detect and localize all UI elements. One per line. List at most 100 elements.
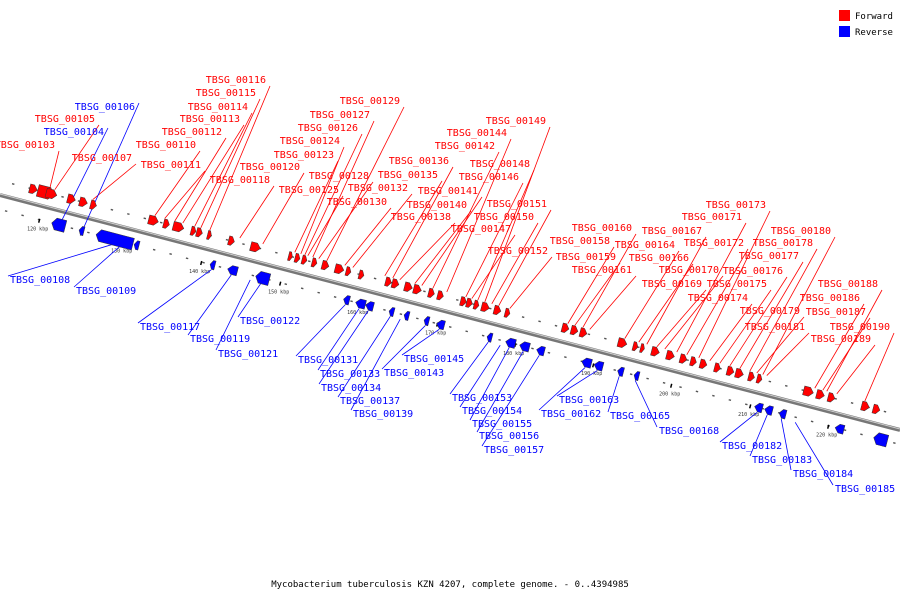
leader-line — [709, 303, 753, 361]
kbp-tick-label: 150 kbp — [268, 289, 289, 295]
kbp-tick-label: 210 kbp — [738, 412, 759, 418]
leader-line — [312, 120, 375, 258]
leader-line — [262, 172, 305, 245]
gene-label: TBSG_00171 — [682, 212, 742, 223]
kbp-tick-label: 160 kbp — [347, 310, 368, 316]
leader-line — [304, 133, 363, 256]
leader-line — [498, 209, 552, 306]
kbp-tick-label: 130 kbp — [111, 248, 132, 254]
gene-arrow — [815, 389, 825, 400]
leader-line — [295, 304, 346, 357]
gene-arrow — [293, 252, 301, 263]
forward-gene — [300, 254, 308, 265]
strand-tick — [784, 384, 788, 387]
reverse-gene — [209, 260, 217, 271]
strand-tick — [317, 291, 320, 294]
forward-gene — [639, 343, 645, 353]
gene-arrow — [678, 353, 688, 364]
reverse-gene — [343, 295, 351, 306]
forward-gene — [412, 283, 422, 295]
gene-arrow — [189, 225, 197, 236]
strand-tick — [695, 390, 699, 393]
gene-arrow — [617, 366, 625, 377]
leader-line — [73, 245, 121, 288]
gene-label: TBSG_00190 — [830, 322, 890, 333]
leader-line — [749, 414, 768, 457]
gene-arrow — [344, 266, 352, 277]
gene-arrow — [665, 349, 675, 361]
forward-gene — [616, 337, 628, 348]
leader-line — [392, 166, 454, 279]
leader-line — [766, 332, 810, 376]
strand-tick — [423, 290, 426, 293]
strand-tick — [554, 324, 558, 327]
forward-gene — [802, 385, 814, 397]
gene-arrow — [802, 385, 814, 397]
leader-line — [509, 256, 553, 309]
reverse-gene — [388, 307, 396, 317]
leader-line — [384, 180, 443, 277]
forward-gene — [171, 221, 185, 233]
forward-gene — [320, 259, 330, 271]
gene-label: TBSG_00156 — [479, 431, 539, 442]
leader-line — [337, 316, 391, 398]
leader-line — [239, 185, 275, 239]
gene-label: TBSG_00113 — [180, 114, 240, 125]
gene-arrow — [536, 345, 546, 357]
gene-arrow — [320, 259, 330, 271]
leader-line — [401, 328, 440, 356]
gene-arrow — [66, 193, 76, 204]
gene-arrow — [871, 403, 881, 415]
gene-label: TBSG_00106 — [75, 102, 135, 113]
strand-tick — [218, 265, 222, 268]
gene-arrow — [616, 337, 628, 348]
major-tick — [278, 281, 282, 286]
gene-arrow — [89, 199, 97, 210]
forward-gene — [344, 266, 352, 277]
gene-arrow — [436, 290, 444, 301]
leader-line — [719, 412, 758, 443]
gene-label: TBSG_00169 — [642, 279, 702, 290]
leader-line — [686, 248, 749, 355]
leader-line — [719, 289, 772, 364]
leader-line — [352, 193, 413, 268]
major-tick — [826, 424, 830, 429]
gene-label: TBSG_00119 — [190, 334, 250, 345]
leader-line — [326, 106, 405, 261]
gene-label: TBSG_00148 — [470, 159, 530, 170]
gene-label: TBSG_00120 — [240, 162, 300, 173]
gene-label: TBSG_00133 — [320, 369, 380, 380]
kbp-tick-label: 170 kbp — [425, 330, 446, 336]
gene-label: TBSG_00159 — [556, 252, 616, 263]
gene-label: TBSG_00111 — [141, 160, 201, 171]
leader-line — [200, 98, 261, 228]
gene-label: TBSG_00127 — [310, 110, 370, 121]
leader-line — [676, 222, 747, 353]
strand-tick — [521, 316, 525, 319]
forward-gene — [427, 287, 435, 298]
leader-line — [237, 282, 262, 318]
leader-line — [477, 169, 535, 301]
strand-tick — [242, 243, 245, 246]
leader-line — [582, 233, 637, 328]
kbp-tick-label: 200 kbp — [659, 392, 680, 398]
leader-line — [469, 347, 510, 421]
strand-tick — [399, 313, 403, 316]
gene-label: TBSG_00103 — [0, 140, 55, 151]
gene-label: TBSG_00112 — [162, 127, 222, 138]
leader-line — [780, 418, 792, 471]
gene-arrow — [650, 346, 660, 357]
leader-line — [154, 150, 201, 217]
forward-gene — [826, 392, 836, 403]
strand-tick — [350, 300, 353, 303]
gene-label: TBSG_00144 — [447, 128, 507, 139]
leader-line — [822, 317, 871, 391]
forward-gene — [560, 322, 570, 333]
gene-label: TBSG_00146 — [459, 172, 519, 183]
reverse-gene — [617, 366, 625, 377]
leader-line — [194, 112, 253, 227]
strand-tick — [810, 420, 814, 423]
gene-arrow — [403, 281, 413, 292]
gene-arrow — [505, 337, 517, 349]
forward-gene — [650, 346, 660, 357]
